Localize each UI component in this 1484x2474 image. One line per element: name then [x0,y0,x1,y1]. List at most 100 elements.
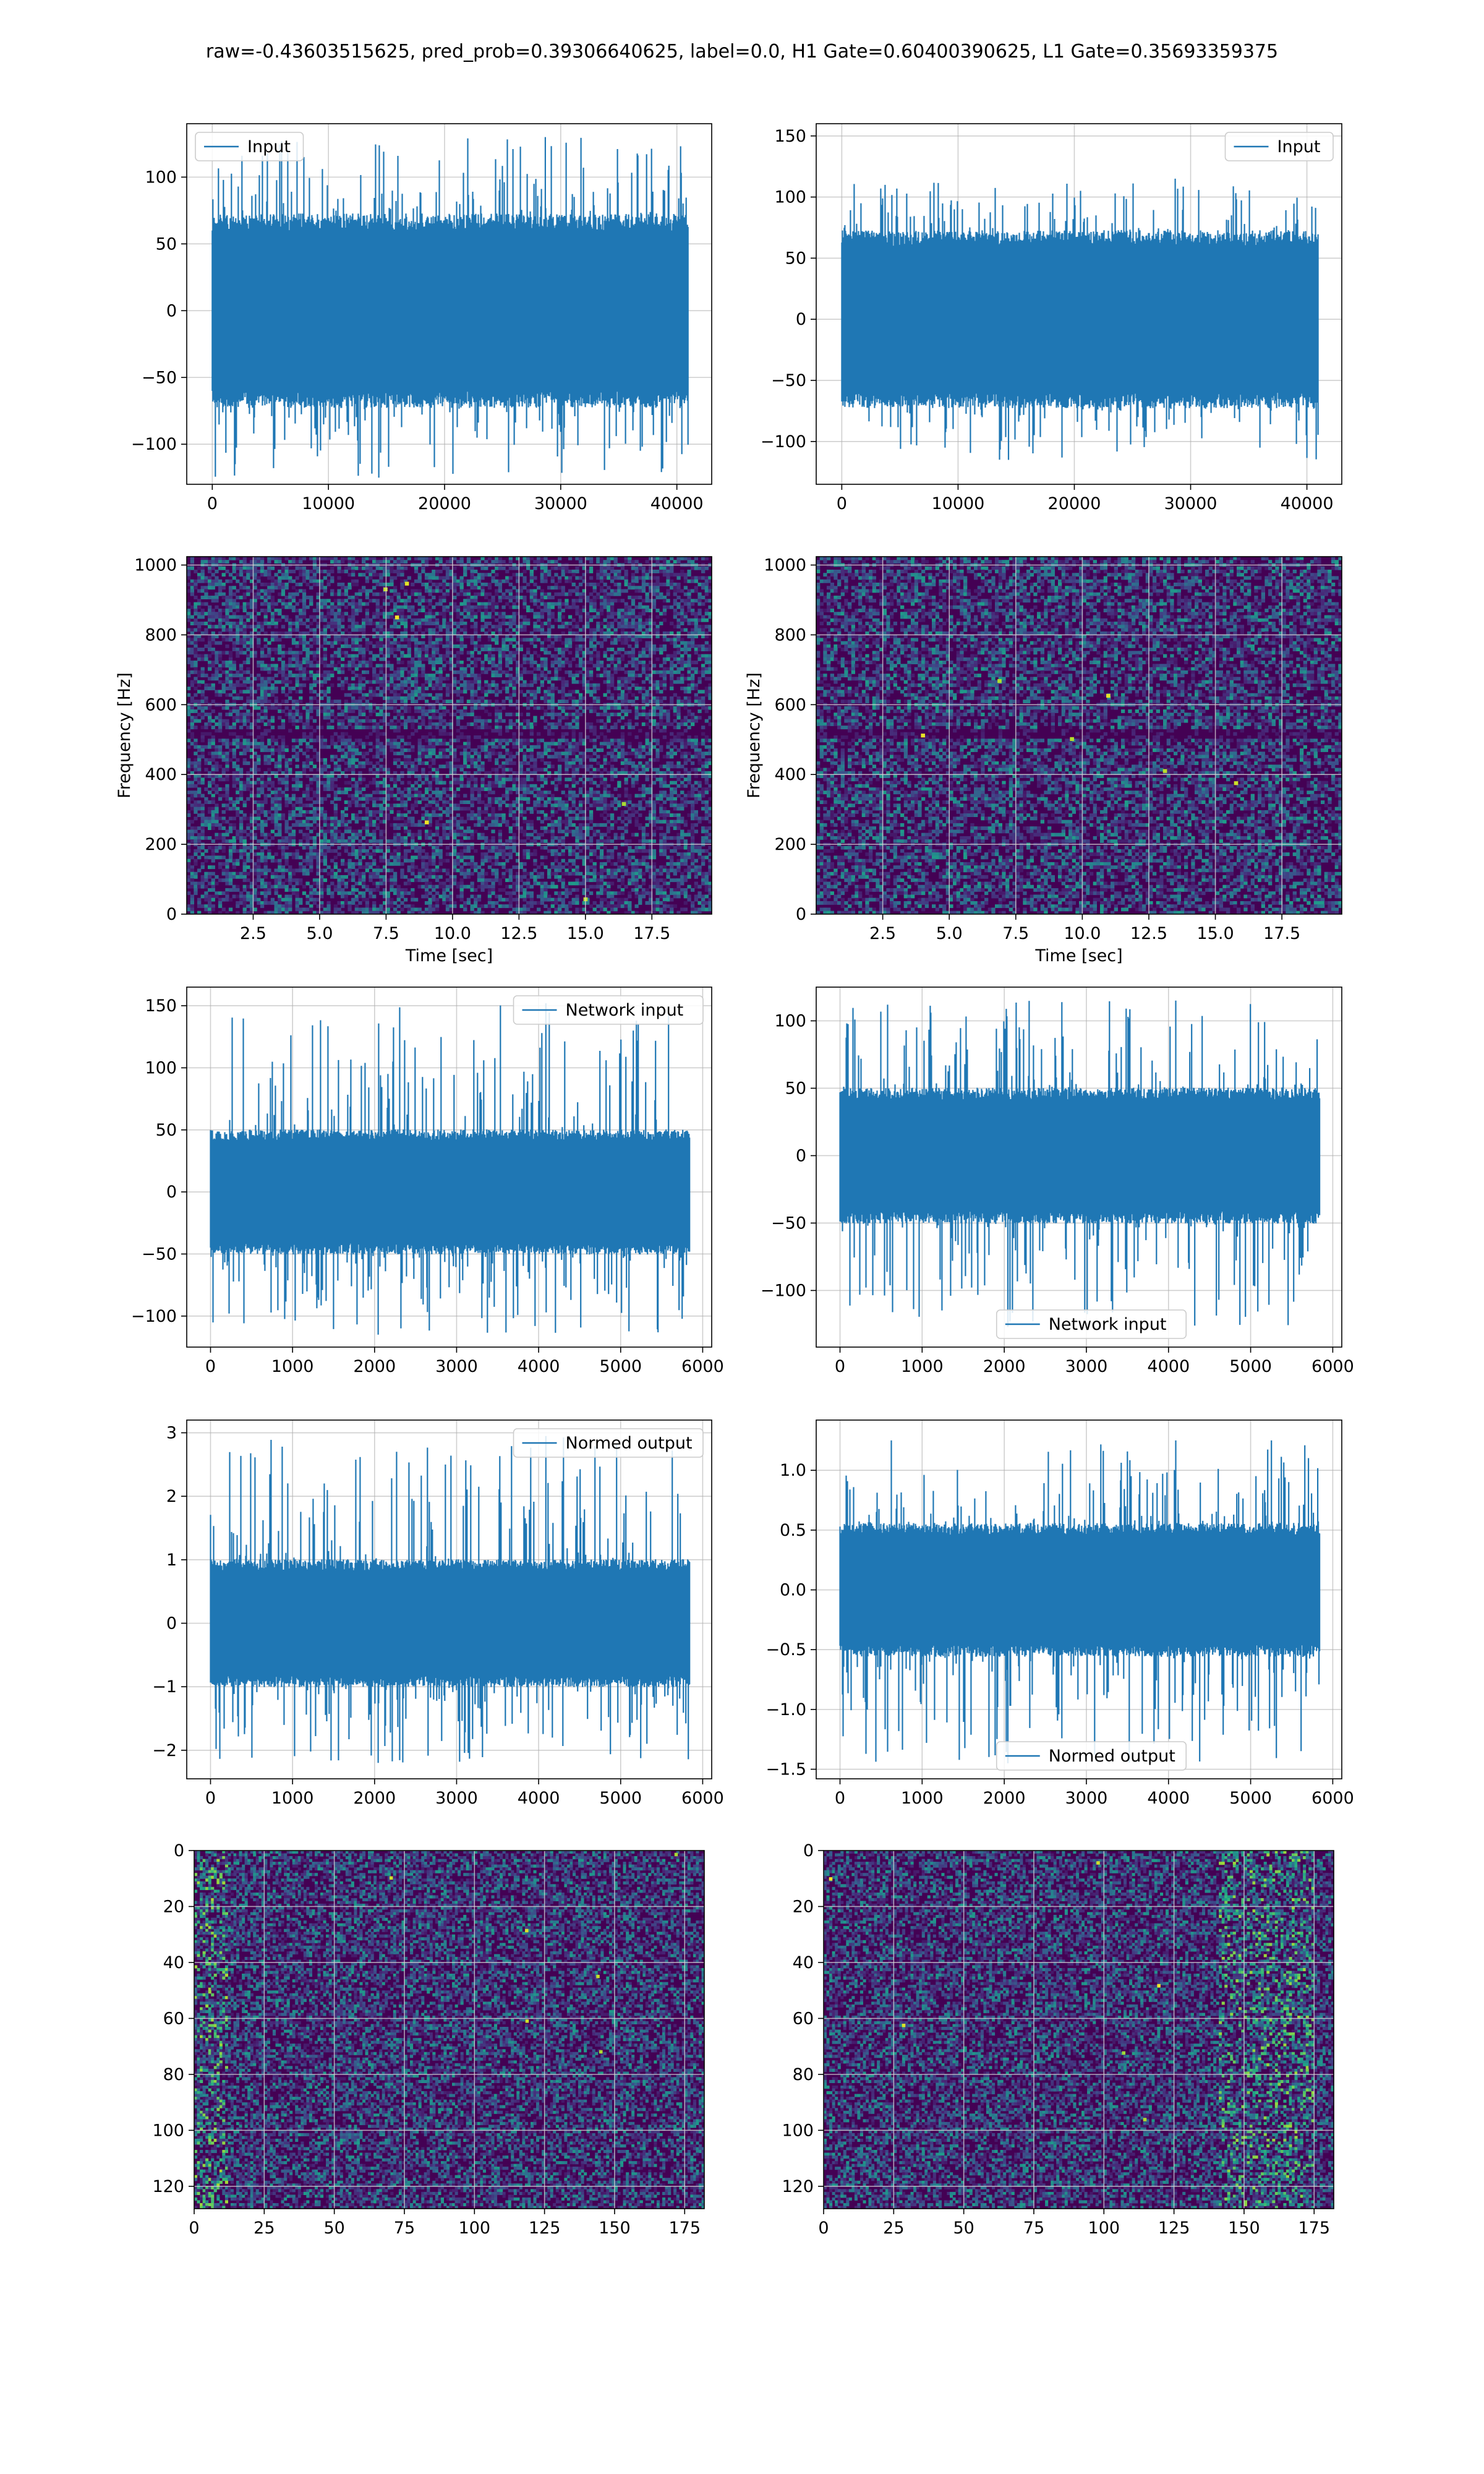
y-tick-label: 50 [156,1121,177,1140]
axes-frame [186,556,712,915]
y-tick-label: 1000 [764,556,806,575]
heatmap-cells [194,1851,704,2209]
legend: Input [1224,132,1334,161]
plot-area [187,1420,712,1779]
y-tick-label: 40 [163,1953,184,1972]
legend-label: Network input [1049,1315,1167,1334]
x-axis-label: Time [sec] [1034,946,1122,965]
x-tick-label: 7.5 [1002,924,1029,943]
y-tick-label: −100 [761,1281,806,1300]
x-tick-label: 25 [883,2219,904,2238]
x-tick-label: 17.5 [633,924,670,943]
x-tick-label: 100 [1088,2219,1120,2238]
y-tick-label: −2 [152,1741,177,1760]
x-tick-label: 0 [189,2219,199,2238]
x-tick-label: 5000 [1229,1789,1272,1808]
y-tick-label: 0 [796,310,806,329]
legend-label: Input [1277,137,1321,156]
y-axis-label: Frequency [Hz] [115,672,134,798]
y-tick-label: 0 [174,1841,184,1860]
y-tick-label: 0 [803,1841,814,1860]
x-tick-label: 5.0 [306,924,333,943]
x-tick-label: 40000 [1281,494,1334,513]
x-tick-label: 2.5 [869,924,896,943]
y-tick-label: 0 [796,905,806,924]
heatmap-cells [816,557,1342,914]
y-tick-label: 100 [145,1058,177,1077]
chart-10: 0 25 50 75 100 125 150 175 0 20 40 60 80 100 120 [782,1841,1334,2238]
x-tick-label: 40000 [650,494,704,513]
x-tick-label: 20000 [418,494,471,513]
x-tick-label: 50 [323,2219,344,2238]
y-tick-label: 600 [774,695,806,714]
x-tick-label: 4000 [518,1789,560,1808]
legend-box [195,132,304,161]
legend-label: Normed output [1049,1747,1175,1766]
series-line [839,1440,1321,1763]
y-tick-label: 100 [145,168,177,187]
legend-box [996,1309,1187,1339]
y-tick-label: −100 [131,1307,177,1326]
y-tick-label: 200 [145,835,177,854]
x-tick-label: 25 [254,2219,275,2238]
grid-lines [187,557,712,914]
y-tick-label: 60 [793,2009,814,2028]
axes-frame [816,987,1342,1348]
x-tick-label: 3000 [435,1357,478,1376]
y-tick-label: 80 [163,2065,184,2084]
legend-box [1224,132,1334,161]
y-tick-label: 0 [796,1146,806,1165]
tick-labels: 0 1000 2000 3000 4000 5000 6000 −1.5 −1.0 −0.5 0.0… [765,1461,1354,1808]
x-tick-label: 3000 [1065,1789,1108,1808]
tick-labels: 2.5 5.0 7.5 10.0 12.5 15.0 17.5 0 200 400 600 800 10… [764,556,1300,943]
x-tick-label: 4000 [518,1357,560,1376]
x-tick-label: 5000 [599,1789,642,1808]
y-tick-label: 20 [163,1897,184,1916]
y-tick-label: −100 [131,435,177,454]
legend: Network input [513,995,704,1025]
chart-4: 2.5 5.0 7.5 10.0 12.5 15.0 17.5 0 200 400 600 800 10… [744,556,1342,965]
y-tick-label: 0 [166,1183,177,1202]
y-tick-label: 1000 [134,556,177,575]
y-tick-label: 0.5 [780,1521,806,1540]
y-tick-label: 3 [166,1424,177,1443]
plot-area [187,987,712,1347]
y-tick-label: −0.5 [765,1640,806,1659]
plot-area [816,557,1342,914]
x-tick-label: 2000 [353,1789,396,1808]
x-tick-label: 10000 [302,494,355,513]
y-tick-label: 100 [774,1011,806,1030]
x-tick-label: 17.5 [1263,924,1300,943]
x-tick-label: 125 [529,2219,561,2238]
plot-area [187,557,712,914]
tick-labels: 0 25 50 75 100 125 150 175 0 20 40 60 80 100 120 [152,1841,701,2238]
axes-frame [816,123,1342,485]
y-tick-label: −50 [142,368,177,387]
legend-box [513,995,704,1025]
x-tick-label: 0 [818,2219,829,2238]
grid-lines [816,557,1342,914]
plot-area [816,124,1342,484]
y-tick-label: −50 [771,1213,806,1233]
tick-labels: 2.5 5.0 7.5 10.0 12.5 15.0 17.5 0 200 400 600 800 10… [134,556,670,943]
x-tick-label: 20000 [1048,494,1101,513]
tick-labels: 0 1000 2000 3000 4000 5000 6000 −2 −1 0 1 2 3 [152,1424,724,1808]
legend: Input [195,132,304,161]
x-tick-label: 0 [835,1357,845,1376]
y-tick-label: 1.0 [780,1461,806,1480]
x-tick-label: 10.0 [434,924,471,943]
y-tick-label: 120 [152,2177,184,2196]
tick-labels: 0 1000 2000 3000 4000 5000 6000 −100 −50 0 50 100 15… [131,996,724,1376]
x-axis-label: Time [sec] [405,946,493,965]
y-tick-label: 50 [156,234,177,254]
tick-labels: 0 25 50 75 100 125 150 175 0 20 40 60 80 100 120 [782,1841,1330,2238]
x-tick-label: 2000 [983,1789,1026,1808]
legend-box [513,1428,704,1458]
series-line [841,178,1319,460]
grid-lines [824,1851,1334,2209]
x-tick-label: 0 [205,1789,216,1808]
tick-labels: 0 10000 20000 30000 40000 −100 −50 0 50 100 [131,168,704,513]
x-tick-label: 175 [668,2219,701,2238]
chart-1: 0 10000 20000 30000 40000 −100 −50 0 50 100 Input [131,123,712,513]
